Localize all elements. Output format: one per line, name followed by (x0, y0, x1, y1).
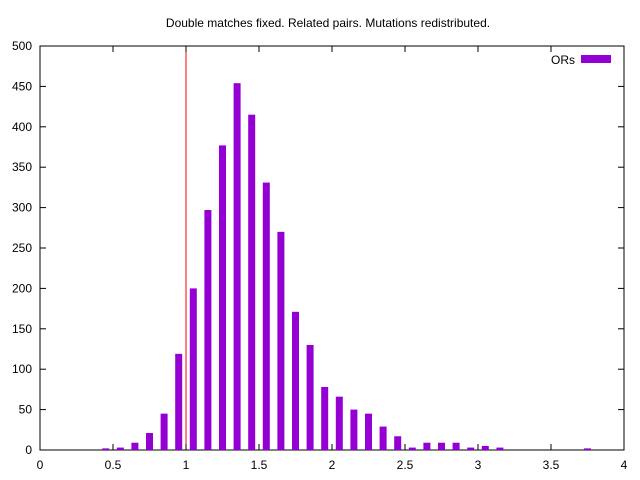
x-tick-label: 2.5 (397, 458, 414, 472)
x-tick-label: 3.5 (543, 458, 560, 472)
x-tick-label: 0 (37, 458, 44, 472)
bars-group (102, 83, 591, 451)
legend-label-ors: ORs (551, 53, 575, 67)
legend: ORs (551, 53, 611, 67)
x-tick-label: 4 (621, 458, 628, 472)
y-tick-label: 50 (19, 403, 33, 417)
bar (292, 311, 299, 450)
bar (189, 288, 197, 450)
bar (306, 344, 314, 450)
y-tick-label: 0 (25, 443, 32, 457)
y-tick-label: 200 (12, 281, 32, 295)
x-tick-label: 2 (329, 458, 336, 472)
x-tick-label: 1 (183, 458, 190, 472)
bar (233, 83, 241, 451)
x-tick-label: 3 (475, 458, 482, 472)
bar (452, 442, 460, 450)
plot-border (39, 45, 625, 451)
plot-frame (39, 45, 625, 451)
x-axis: 0 0.5 1 1.5 2 2.5 3 3.5 4 (37, 46, 628, 472)
y-tick-label: 500 (12, 39, 32, 53)
bar (277, 231, 285, 450)
bar (481, 445, 489, 450)
y-axis: 0 50 100 150 200 250 300 350 400 450 500 (12, 39, 624, 457)
x-tick-label: 0.5 (105, 458, 122, 472)
bar (408, 447, 416, 450)
bar (204, 210, 212, 450)
bar (365, 413, 372, 450)
bar (219, 145, 226, 450)
bar (335, 396, 343, 450)
bar (116, 447, 124, 450)
bar (175, 353, 183, 450)
y-tick-label: 350 (12, 160, 32, 174)
bar (131, 442, 139, 450)
legend-swatch-ors (581, 55, 611, 63)
bar (102, 448, 110, 450)
bar (496, 447, 504, 450)
y-tick-label: 100 (12, 362, 32, 376)
chart-title: Double matches fixed. Related pairs. Mut… (166, 16, 490, 30)
y-tick-label: 400 (12, 120, 32, 134)
bar (394, 436, 402, 450)
y-tick-label: 250 (12, 241, 32, 255)
y-tick-label: 450 (12, 79, 32, 93)
bar (438, 442, 445, 450)
bar (350, 409, 358, 450)
bar (321, 386, 329, 450)
bar (379, 426, 387, 450)
bar (423, 442, 431, 450)
y-tick-label: 300 (12, 201, 32, 215)
bar (146, 433, 153, 450)
bar (467, 447, 475, 450)
bar (584, 448, 591, 450)
bar (262, 182, 270, 451)
y-tick-label: 150 (12, 322, 32, 336)
bar (160, 413, 168, 450)
x-tick-label: 1.5 (251, 458, 268, 472)
bar (248, 114, 256, 451)
